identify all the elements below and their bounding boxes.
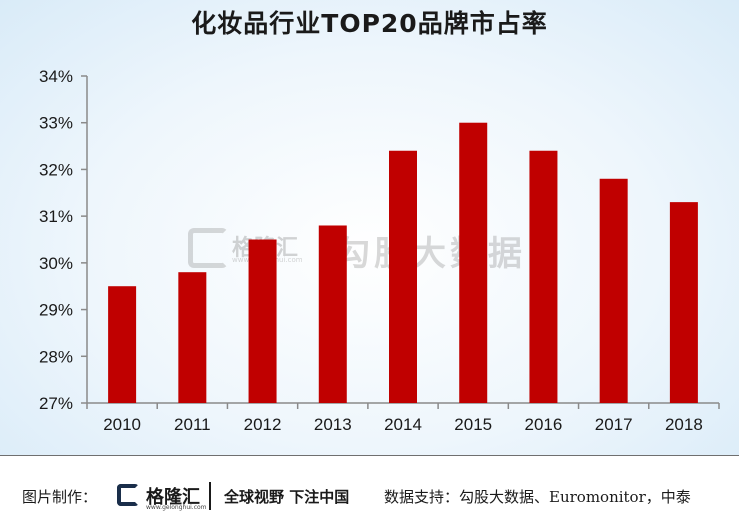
y-tick-label: 29% (39, 301, 73, 320)
bar-2012 (248, 239, 277, 403)
x-tick-label: 2013 (314, 415, 352, 434)
footer-made-by-label: 图片制作： (22, 488, 98, 506)
x-tick-label: 2015 (454, 415, 492, 434)
chart-area: 化妆品行业TOP20品牌市占率 格隆汇 www.gelonghui.com 勾股… (0, 0, 739, 455)
x-tick-label: 2016 (525, 415, 563, 434)
bar-2014 (389, 150, 417, 403)
bar-2018 (669, 202, 698, 403)
y-tick-label: 28% (39, 347, 73, 366)
y-tick-label: 27% (39, 394, 73, 413)
y-tick-label: 31% (39, 207, 73, 226)
bar-2010 (108, 286, 137, 403)
chart-title: 化妆品行业TOP20品牌市占率 (191, 9, 548, 38)
footer-logo-url: www.gelonghui.com (146, 504, 207, 511)
footer-divider (0, 455, 739, 456)
footer-slogan: 全球视野 下注中国 (224, 488, 350, 506)
x-tick-label: 2010 (103, 415, 141, 434)
bar-2017 (599, 178, 628, 403)
footer: 图片制作： 格隆汇 www.gelonghui.com 全球视野 下注中国 数据… (0, 478, 739, 514)
footer-logo-text: 格隆汇 (146, 487, 200, 508)
y-tick-label: 33% (39, 114, 73, 133)
footer-separator (209, 482, 211, 510)
x-tick-label: 2014 (384, 415, 422, 434)
x-tick-label: 2017 (595, 415, 633, 434)
x-tick-label: 2012 (244, 415, 282, 434)
y-tick-label: 30% (39, 254, 73, 273)
bar-2011 (178, 272, 207, 403)
bar-2013 (318, 225, 347, 403)
x-tick-label: 2011 (174, 415, 211, 434)
footer-data-source: 数据支持：勾股大数据、Euromonitor，中泰 (384, 488, 691, 506)
bar-chart: 27% 28% 29% 30% 31% 32% 33% 34% 2010 2011 2012 2013… (39, 67, 720, 434)
y-tick-label: 32% (39, 160, 73, 179)
bar-2015 (459, 122, 488, 403)
y-tick-label: 34% (39, 67, 73, 86)
gelonghui-logo-icon (117, 484, 139, 506)
bar-2016 (529, 150, 558, 403)
x-tick-label: 2018 (665, 415, 703, 434)
